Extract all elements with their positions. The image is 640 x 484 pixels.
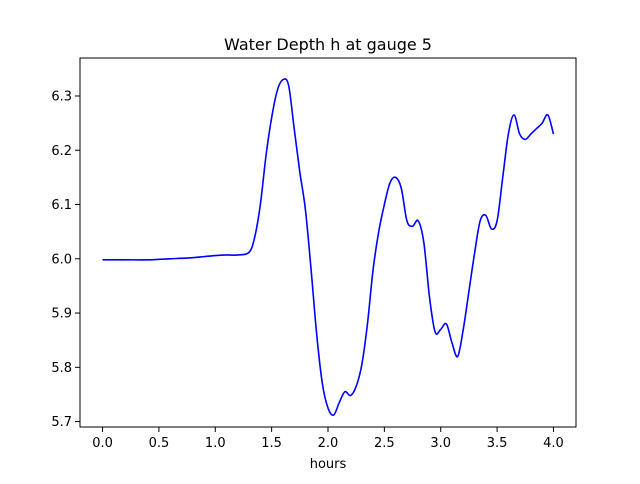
y-tick-label: 6.1: [51, 198, 72, 213]
plot-area: [102, 78, 555, 417]
x-tick-label: 0.0: [92, 436, 113, 451]
y-tick-label: 6.0: [51, 252, 72, 267]
x-axis-label: hours: [310, 457, 347, 472]
x-tick-label: 2.5: [374, 436, 395, 451]
axes-frame: [79, 57, 577, 428]
y-tick-label: 5.8: [51, 361, 72, 376]
x-tick-label: 3.5: [487, 436, 508, 451]
x-tick-label: 2.0: [318, 436, 339, 451]
x-tick-label: 3.0: [430, 436, 451, 451]
x-axis: 0.0 0.5 1.0 1.5 2.0 2.5 3.0 3.5 4.0: [92, 427, 564, 451]
chart-title: Water Depth h at gauge 5: [224, 35, 432, 54]
x-tick-label: 0.5: [149, 436, 170, 451]
y-axis: 5.7 5.8 5.9 6.0 6.1 6.2 6.3: [51, 89, 80, 430]
y-tick-label: 6.2: [51, 144, 72, 159]
y-tick-label: 6.3: [51, 89, 72, 104]
y-tick-label: 5.9: [51, 307, 72, 322]
x-tick-label: 1.5: [261, 436, 282, 451]
series-line: [102, 78, 555, 417]
x-tick-label: 1.0: [205, 436, 226, 451]
x-tick-label: 4.0: [543, 436, 564, 451]
y-tick-label: 5.7: [51, 415, 72, 430]
